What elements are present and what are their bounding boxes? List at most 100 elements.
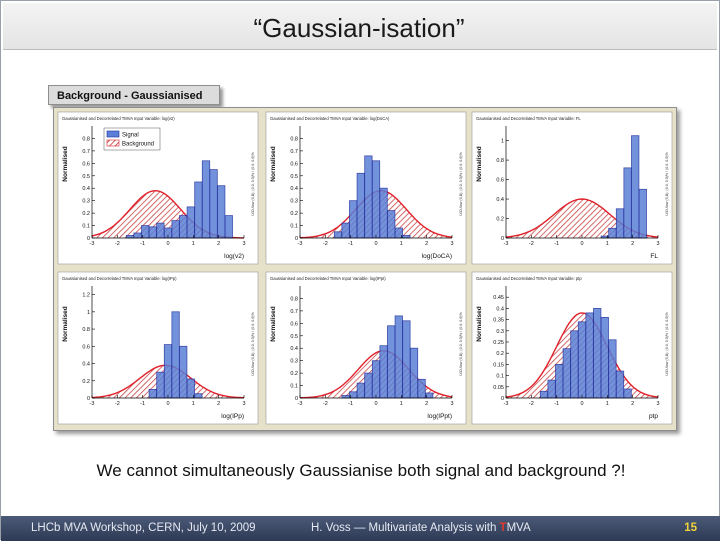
x-tick-label: 2 [631,401,634,407]
y-tick-label: 0.1 [496,374,504,380]
y-axis-label: Normalised [476,146,483,181]
y-tick-label: 0.8 [290,136,298,142]
y-tick-label: 0.2 [290,371,298,377]
signal-bar [371,360,381,399]
footer-left: LHCb MVA Workshop, CERN, July 10, 2009 [31,522,256,534]
histogram-panel: Gaussianised and Decorrelated TMVA Input… [265,271,467,425]
panel-title: Gaussianised and Decorrelated TMVA Input… [270,276,386,281]
signal-bar [209,169,218,239]
y-tick-label: 0.8 [290,296,298,302]
x-tick-label: -3 [90,401,95,407]
histogram-panel: Gaussianised and Decorrelated TMVA Input… [265,111,467,265]
signal-bar [379,345,388,399]
y-tick-label: 0.7 [290,309,298,315]
y-tick-label: 1 [501,139,504,145]
signal-bar [402,235,411,239]
overflow-note: U/O-flow (S,B): (0.0, 0.0)% / (0.0, 0.0)… [251,312,255,376]
signal-bar [379,187,388,239]
signal-bar [171,220,180,239]
y-axis-label: Normalised [270,306,277,341]
x-tick-label: 1 [192,241,195,247]
footer-center: H. Voss — Multivariate Analysis with TMV… [311,522,531,534]
y-tick-label: 0.45 [493,295,504,301]
plots-canvas: Gaussianised and Decorrelated TMVA Input… [57,111,673,425]
signal-bar [371,160,381,239]
y-tick-label: 1 [87,310,90,316]
panel-title: Gaussianised and Decorrelated TMVA Input… [62,116,175,121]
x-tick-label: 2 [217,241,220,247]
signal-bar [133,232,142,239]
signal-bar [539,390,549,399]
x-tick-label: 1 [192,401,195,407]
y-tick-label: 0.1 [290,224,298,230]
y-tick-label: 0 [501,236,504,242]
x-tick-label: 0 [580,401,583,407]
panel-title: Gaussianised and Decorrelated TMVA Input… [476,116,581,121]
page-number: 15 [684,522,697,534]
signal-bar [356,172,365,239]
x-tick-label: 1 [606,401,609,407]
y-tick-label: 0.8 [82,136,90,142]
signal-bar [623,167,632,239]
x-tick-label: -3 [90,241,95,247]
signal-bar [125,235,135,239]
signal-bar [555,364,564,399]
overflow-note: U/O-flow (S,B): (0.0, 0.0)% / (0.0, 0.0)… [665,312,669,376]
y-tick-label: 0 [295,396,298,402]
signal-bar [394,315,403,399]
y-tick-label: 0.3 [496,329,504,335]
signal-bar [638,188,647,239]
histogram-panel: Gaussianised and Decorrelated TMVA Input… [57,271,259,425]
y-tick-label: 0.3 [290,199,298,205]
x-tick-label: 1 [400,401,403,407]
y-axis-label: Normalised [476,306,483,341]
signal-bar [333,231,343,239]
x-tick-label: 0 [374,401,377,407]
x-tick-label: -2 [115,401,120,407]
x-axis-label: FL [650,253,658,260]
y-tick-label: 0.4 [496,197,504,203]
x-tick-label: -3 [504,241,509,247]
signal-bar [201,160,211,239]
y-tick-label: 0.5 [82,174,90,180]
y-tick-label: 0.5 [290,334,298,340]
signal-bar [356,382,365,399]
y-tick-label: 0.8 [82,327,90,333]
y-tick-label: 0.6 [496,178,504,184]
signal-bar [593,308,602,399]
y-axis-label: Normalised [62,306,69,341]
footer-tmva-suffix: MVA [506,522,531,534]
x-tick-label: -1 [348,241,353,247]
signal-bar [409,347,419,399]
signal-bar [217,185,226,239]
signal-bar [623,388,632,399]
y-tick-label: 0.2 [496,217,504,223]
signal-bar [364,155,373,239]
panel-frame [265,271,467,425]
y-axis-label: Normalised [270,146,277,181]
signal-bar [341,222,350,239]
signal-bar [179,345,188,399]
signal-bar [577,321,587,399]
signal-bar [194,181,203,239]
y-tick-label: 0 [87,396,90,402]
histogram-panel: Gaussianised and Decorrelated TMVA Input… [57,111,259,265]
y-tick-label: 0.4 [290,186,298,192]
x-tick-label: 2 [217,401,220,407]
x-tick-label: 1 [606,241,609,247]
x-tick-label: -3 [504,401,509,407]
y-tick-label: 0.2 [496,351,504,357]
y-tick-label: 0.15 [493,362,504,368]
signal-bar [615,370,625,399]
x-tick-label: -2 [529,401,534,407]
y-tick-label: 0 [295,236,298,242]
y-tick-label: 0.4 [290,346,298,352]
y-tick-label: 0.3 [290,359,298,365]
overflow-note: U/O-flow (S,B): (0.0, 0.0)% / (0.0, 0.0)… [459,152,463,216]
x-axis-label: ptp [649,413,658,420]
x-tick-label: -1 [554,401,559,407]
legend-signal-label: Signal [122,133,139,139]
overflow-note: U/O-flow (S,B): (0.0, 0.0)% / (0.0, 0.0)… [459,312,463,376]
y-tick-label: 0.35 [493,318,504,324]
